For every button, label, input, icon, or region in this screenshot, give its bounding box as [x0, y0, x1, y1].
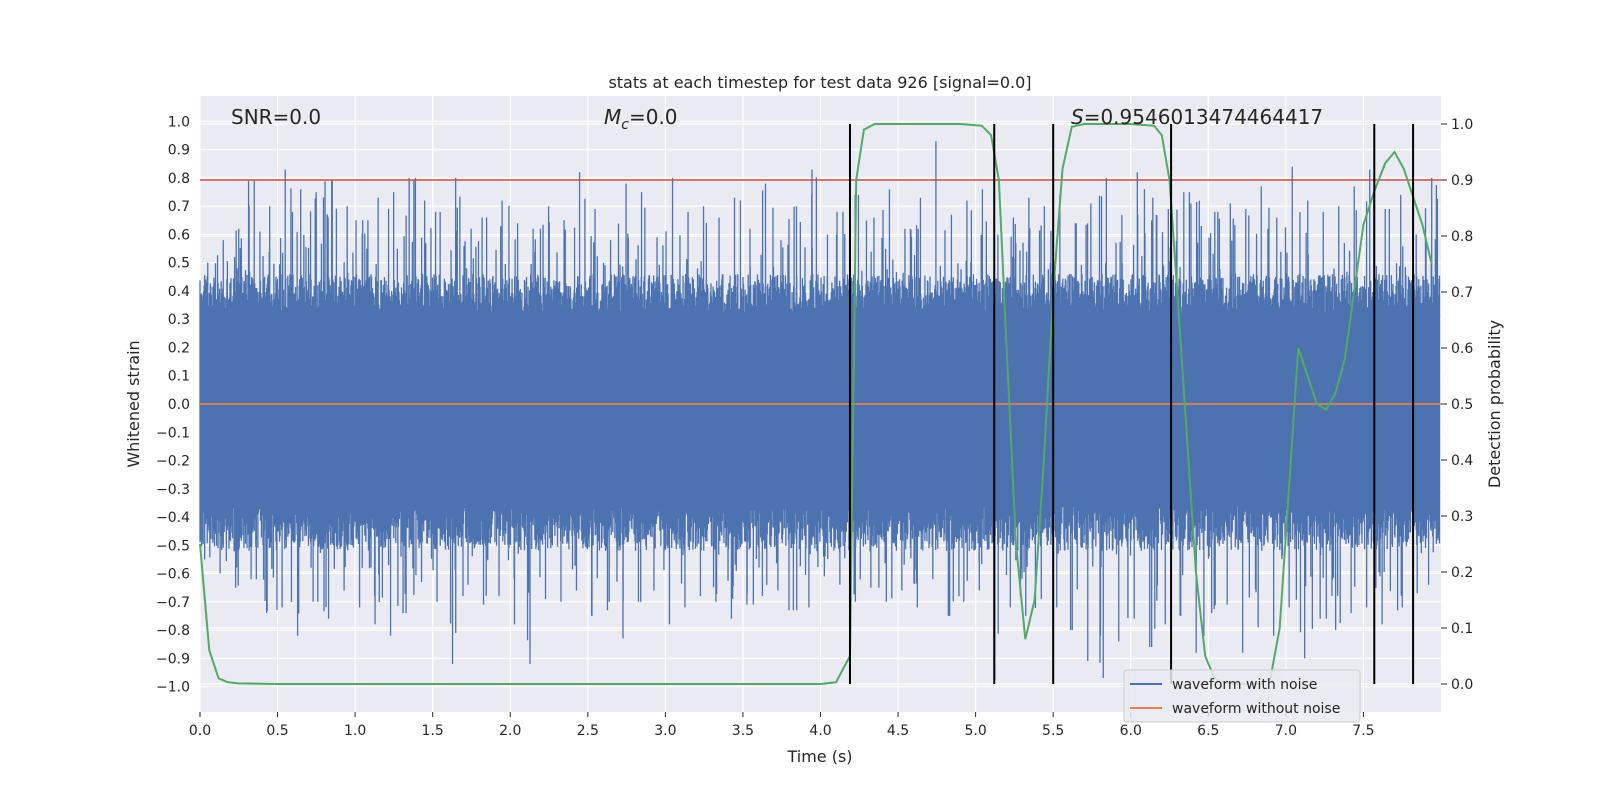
y-tick-label: 0.6 [168, 227, 190, 243]
x-tick-label: 4.0 [809, 723, 831, 739]
y-tick-label: −0.1 [156, 425, 190, 441]
chirp-mass-subscript: c [621, 117, 629, 133]
snr-annotation: SNR=0.0 [231, 105, 321, 129]
score-annotation: S=0.9546013474464417 [1071, 105, 1323, 129]
y-tick-label: 1.0 [168, 114, 190, 130]
y2-tick-label: 0.3 [1451, 509, 1473, 525]
y-tick-label: 0.4 [168, 284, 190, 300]
y-axis-label: Whitened strain [124, 340, 143, 467]
x-tick-label: 0.0 [189, 723, 211, 739]
y2-tick-label: 0.7 [1451, 285, 1473, 301]
x-tick-label: 7.5 [1352, 723, 1374, 739]
y-tick-label: 0.0 [168, 397, 190, 413]
y-tick-label: −0.6 [156, 567, 190, 583]
score-value: =0.9546013474464417 [1084, 105, 1323, 129]
x-tick-label: 1.0 [344, 723, 366, 739]
y2-tick-label: 0.8 [1451, 229, 1473, 245]
y-tick-label: −1.0 [156, 680, 190, 696]
y-tick-label: 0.1 [168, 369, 190, 385]
legend: waveform with noise waveform without noi… [1123, 669, 1361, 723]
y-tick-label: 0.2 [168, 340, 190, 356]
y2-tick-label: 1.0 [1451, 117, 1473, 133]
legend-box [1123, 669, 1361, 723]
x-tick-label: 5.5 [1042, 723, 1064, 739]
series-layer [199, 123, 1441, 685]
legend-label-clean: waveform without noise [1172, 701, 1340, 717]
chirp-mass-annotation: Mc=0.0 [604, 105, 678, 133]
x-tick-label: 1.5 [422, 723, 444, 739]
x-tick-label: 7.0 [1275, 723, 1297, 739]
y2-tick-label: 0.9 [1451, 173, 1473, 189]
chirp-mass-value: =0.0 [629, 105, 678, 129]
x-tick-label: 2.5 [577, 723, 599, 739]
y2-tick-label: 0.6 [1451, 341, 1473, 357]
y-tick-label: −0.5 [156, 538, 190, 554]
y2-tick-label: 0.0 [1451, 677, 1473, 693]
y2-tick-label: 0.5 [1451, 397, 1473, 413]
chirp-mass-symbol: M [604, 105, 621, 129]
legend-label-noise: waveform with noise [1172, 677, 1317, 693]
x-tick-label: 0.5 [266, 723, 288, 739]
x-tick-label: 6.0 [1120, 723, 1142, 739]
y-tick-label: 0.5 [168, 256, 190, 272]
y-tick-label: −0.2 [156, 454, 190, 470]
y-tick-label: −0.9 [156, 651, 190, 667]
noise-waveform-layer [199, 141, 1441, 681]
x-tick-label: 3.5 [732, 723, 754, 739]
y2-tick-label: 0.4 [1451, 453, 1473, 469]
y-tick-label: −0.4 [156, 510, 190, 526]
y-tick-label: −0.7 [156, 595, 190, 611]
y2-tick-label: 0.1 [1451, 621, 1473, 637]
y2-tick-label: 0.2 [1451, 565, 1473, 581]
score-symbol: S [1071, 105, 1084, 129]
chart-title: stats at each timestep for test data 926… [608, 73, 1031, 92]
x-tick-label: 5.0 [964, 723, 986, 739]
y-tick-label: 0.8 [168, 171, 190, 187]
x-tick-label: 3.0 [654, 723, 676, 739]
y-tick-label: 0.9 [168, 143, 190, 159]
x-tick-label: 4.5 [887, 723, 909, 739]
y-tick-label: −0.8 [156, 623, 190, 639]
x-axis-label: Time (s) [786, 747, 852, 766]
x-tick-label: 2.0 [499, 723, 521, 739]
detection-probability-line [199, 123, 1433, 685]
y-tick-label: −0.3 [156, 482, 190, 498]
y2-axis-label: Detection probability [1485, 320, 1504, 488]
x-tick-label: 6.5 [1197, 723, 1219, 739]
y-tick-label: 0.3 [168, 312, 190, 328]
axis-layer: 0.0 0.5 1.0 1.5 2.0 2.5 3.0 3.5 4.0 4.5 5.0 5.5 6.0 6… [156, 114, 1473, 739]
vline-layer [848, 124, 1415, 684]
y-tick-label: 0.7 [168, 199, 190, 215]
